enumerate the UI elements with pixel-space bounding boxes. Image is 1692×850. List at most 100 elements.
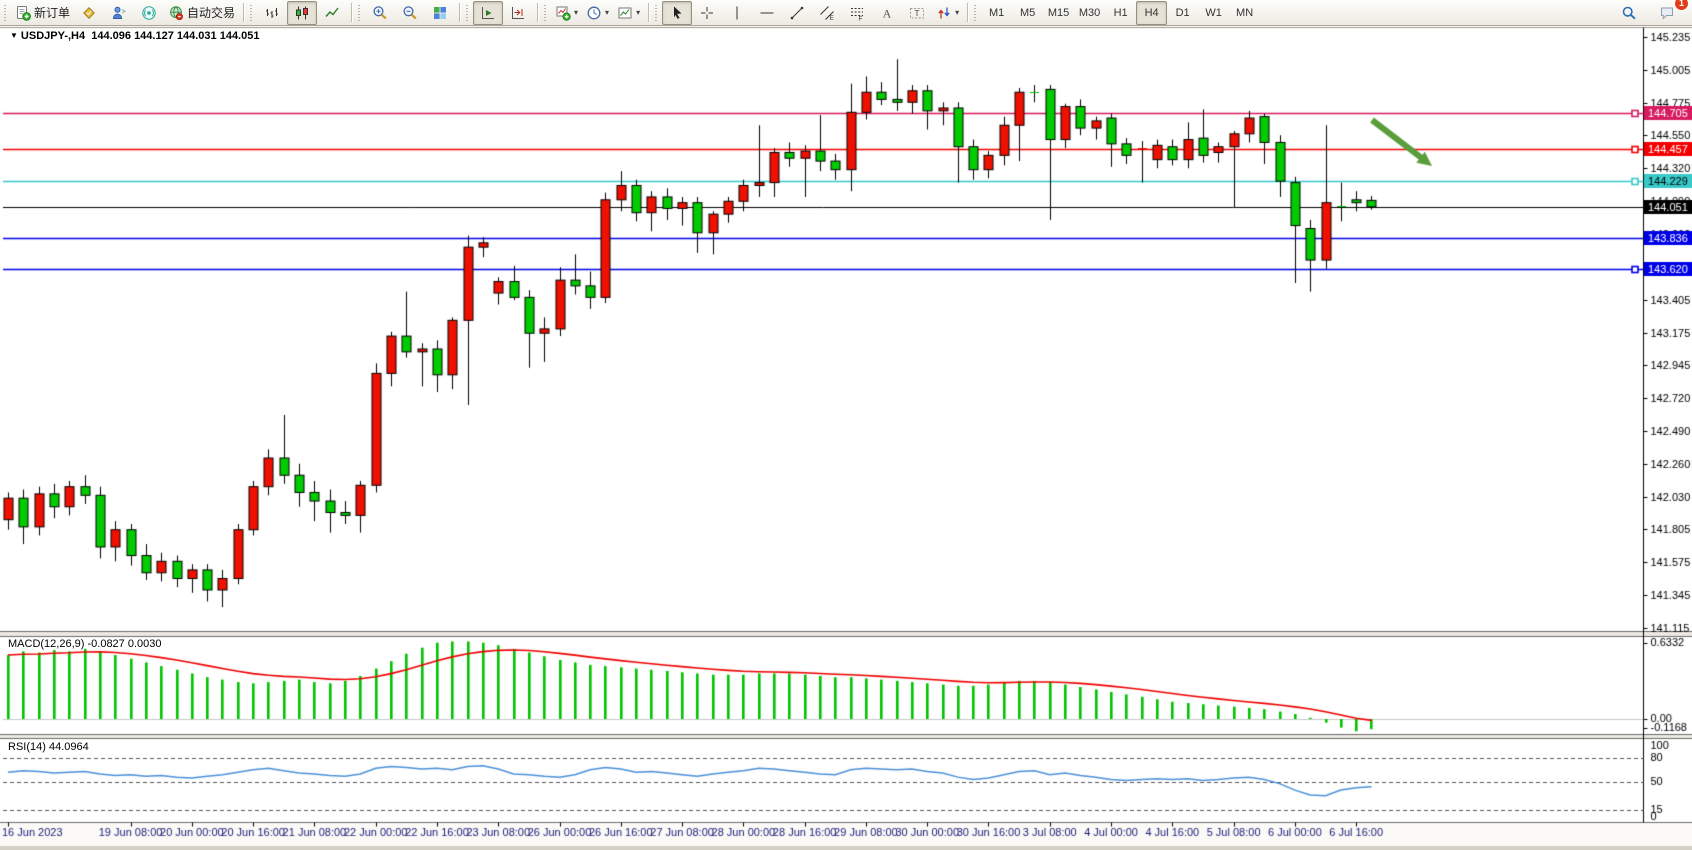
trendline-button[interactable] <box>782 1 812 25</box>
tile-windows-button[interactable] <box>425 1 455 25</box>
tf-m15-button[interactable]: M15 <box>1043 1 1074 25</box>
person-icon <box>111 5 127 21</box>
text-button[interactable]: A <box>872 1 902 25</box>
auto-scroll-icon <box>480 5 496 21</box>
channel-icon: E <box>819 5 835 21</box>
tf-w1-button[interactable]: W1 <box>1198 1 1229 25</box>
indicators-button[interactable]: ▾ <box>551 1 582 25</box>
svg-text:T: T <box>914 8 919 18</box>
auto-scroll-button[interactable] <box>473 0 504 25</box>
new-order-icon <box>15 5 31 21</box>
template-icon <box>617 5 633 21</box>
chevron-down-icon[interactable]: ▾ <box>955 7 960 17</box>
horizontal-line-icon <box>759 5 775 21</box>
tf-h4-button-label: H4 <box>1144 6 1159 19</box>
bar-chart-icon <box>264 5 280 21</box>
chat-icon <box>1659 5 1675 21</box>
cursor-icon <box>669 5 685 21</box>
chevron-down-icon[interactable]: ▾ <box>636 7 641 17</box>
cursor-button[interactable] <box>662 0 693 25</box>
trendline-icon <box>789 5 805 21</box>
autotrade-button-label: 自动交易 <box>187 6 236 20</box>
chevron-down-icon[interactable]: ▾ <box>605 7 610 17</box>
tf-h1-button[interactable]: H1 <box>1105 1 1136 25</box>
periods-button[interactable]: ▾ <box>582 1 613 25</box>
candlestick-icon <box>294 5 310 21</box>
zoom-out-button[interactable] <box>395 1 425 25</box>
clock-icon <box>586 5 602 21</box>
signals-button[interactable] <box>134 1 164 25</box>
notification-badge: 1 <box>1674 0 1689 11</box>
chart-shift-icon <box>510 5 526 21</box>
tile-windows-icon <box>432 5 448 21</box>
toolbar-group-grip[interactable] <box>655 4 660 21</box>
toolbar-separator <box>459 3 461 22</box>
vertical-line-icon <box>729 5 745 21</box>
tf-m5-button-label: M5 <box>1019 6 1036 19</box>
tf-m1-button[interactable]: M1 <box>981 1 1012 25</box>
tf-mn-button-label: MN <box>1236 6 1254 19</box>
svg-text:A: A <box>883 6 892 20</box>
tf-mn-button[interactable]: MN <box>1229 1 1260 25</box>
toolbar-separator <box>537 3 539 22</box>
vertical-line-button[interactable] <box>722 1 752 25</box>
svg-text:F: F <box>859 15 863 21</box>
horizontal-line-button[interactable] <box>752 1 782 25</box>
tf-m5-button[interactable]: M5 <box>1012 1 1043 25</box>
channel-button[interactable]: E <box>812 1 842 25</box>
globe-icon <box>168 5 184 21</box>
bar-chart-button[interactable] <box>257 1 287 25</box>
tf-m15-button-label: M15 <box>1047 6 1070 19</box>
tf-m1-button-label: M1 <box>988 6 1005 19</box>
crosshair-button[interactable] <box>692 1 722 25</box>
search-icon <box>1621 5 1637 21</box>
autotrade-button[interactable]: 自动交易 <box>164 1 239 25</box>
candlestick-chart-button[interactable] <box>287 0 318 25</box>
tf-m30-button-label: M30 <box>1078 6 1101 19</box>
profile-button[interactable] <box>104 1 134 25</box>
line-chart-button[interactable] <box>317 1 347 25</box>
tf-h4-button[interactable]: H4 <box>1136 0 1168 25</box>
tf-w1-button-label: W1 <box>1205 6 1222 19</box>
gold-rhombus-icon <box>81 5 97 21</box>
new-order-button-label: 新订单 <box>34 6 71 20</box>
arrows-button[interactable]: ▾ <box>932 1 963 25</box>
fibonacci-icon: F <box>849 5 865 21</box>
label-icon: T <box>909 5 925 21</box>
new-order-button[interactable]: 新订单 <box>11 1 74 25</box>
text-icon: A <box>879 5 895 21</box>
tf-d1-button-label: D1 <box>1175 6 1190 19</box>
indicator-add-icon <box>555 5 571 21</box>
toolbar-separator <box>351 3 353 22</box>
zoom-in-icon <box>372 5 388 21</box>
fibonacci-button[interactable]: F <box>842 1 872 25</box>
arrows-icon <box>936 5 952 21</box>
notifications-button[interactable] <box>1652 1 1682 25</box>
search-button[interactable] <box>1614 1 1644 25</box>
toolbar-group-grip[interactable] <box>4 4 8 21</box>
toolbar-separator <box>967 3 969 22</box>
zoom-in-button[interactable] <box>365 1 395 25</box>
tf-m30-button[interactable]: M30 <box>1074 1 1105 25</box>
label-button[interactable]: T <box>902 1 932 25</box>
deposit-button[interactable] <box>74 1 104 25</box>
line-chart-icon <box>324 5 340 21</box>
chart-shift-button[interactable] <box>503 1 533 25</box>
tf-d1-button[interactable]: D1 <box>1167 1 1198 25</box>
toolbar-separator <box>648 3 650 22</box>
toolbar-group-grip[interactable] <box>358 4 363 21</box>
toolbar-group-grip[interactable] <box>250 4 255 21</box>
toolbar-group-grip[interactable] <box>466 4 471 21</box>
svg-text:E: E <box>830 14 835 21</box>
crosshair-icon <box>699 5 715 21</box>
toolbar-group-grip[interactable] <box>544 4 549 21</box>
main-toolbar: 新订单 自动交易 ▾ ▾ ▾ E F A T ▾ M1 M5 M15 M30 H1 H4 D1 W1 MN 1 <box>0 0 1692 26</box>
zoom-out-icon <box>402 5 418 21</box>
templates-button[interactable]: ▾ <box>613 1 644 25</box>
chevron-down-icon[interactable]: ▾ <box>574 7 579 17</box>
toolbar-separator <box>243 3 245 22</box>
signal-icon <box>141 5 157 21</box>
toolbar-group-grip[interactable] <box>974 4 979 21</box>
